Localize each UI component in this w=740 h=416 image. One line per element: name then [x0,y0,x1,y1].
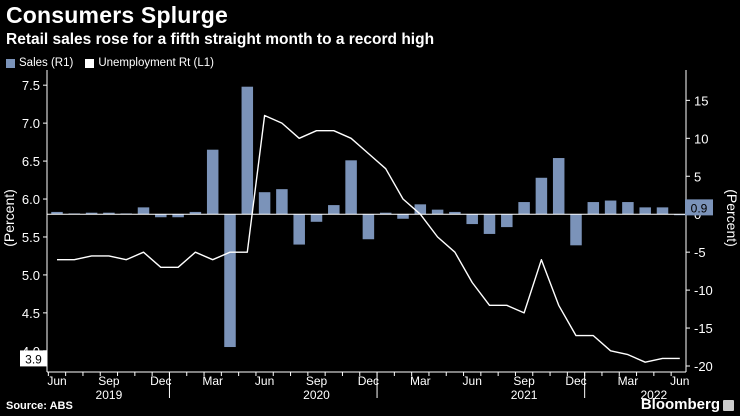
x-axis-month-label: Dec [565,374,586,388]
sales-bar [431,209,444,215]
sales-bar [137,207,150,215]
right-axis-tick-label: -20 [694,359,713,374]
legend-item-unemployment: Unemployment Rt (L1) [85,57,214,69]
x-axis-month-label: Jun [255,374,274,388]
last-value-right-label: 0.9 [691,201,708,215]
sales-bar [570,214,582,246]
sales-bar [656,207,669,215]
sales-bar [414,204,427,215]
sales-bar [362,214,375,240]
left-axis-tick-label: 6.0 [22,192,40,207]
chart-legend: Sales (R1) Unemployment Rt (L1) [6,57,214,69]
left-axis-tick-label: 7.5 [22,78,40,93]
sales-bar [449,211,461,215]
right-axis-tick-label: -15 [694,321,713,336]
unemployment-line [57,114,680,363]
right-axis-tick-label: 5 [694,169,701,184]
right-axis-tick-label: -5 [694,245,706,260]
sales-bar [85,212,98,215]
legend-swatch-unemployment [85,58,95,68]
sales-bar [276,189,288,215]
sales-bar [587,202,600,215]
sales-bar [103,212,115,215]
x-axis-month-label: Mar [202,374,223,388]
left-axis-tick-label: 5.5 [22,230,40,245]
legend-item-sales: Sales (R1) [6,57,73,69]
x-axis-month-label: Mar [410,374,431,388]
brand-icon [723,400,734,411]
sales-bar [397,214,409,219]
left-axis-tick-label: 7.0 [22,116,40,131]
legend-swatch-sales [6,58,15,68]
sales-bar [328,205,340,215]
sales-bar [310,214,323,222]
x-axis-year-label: 2021 [511,388,538,402]
sales-bar [293,214,305,245]
sales-bar [501,214,513,228]
x-axis-month-label: Mar [618,374,639,388]
brand-logo: Bloomberg [640,396,720,413]
left-axis-tick-label: 5.0 [22,268,40,283]
sales-bar [379,212,392,215]
x-axis-month-label: Dec [358,374,379,388]
sales-bar [224,214,236,348]
right-axis-tick-label: 10 [694,131,708,146]
source-note: Source: ABS [6,400,73,412]
sales-bar [604,200,617,215]
sales-bar [535,177,548,215]
x-axis-month-label: Jun [463,374,482,388]
last-value-right-box [685,199,713,216]
x-axis-month-label: Jun [670,374,689,388]
x-axis-year-label: 2022 [640,388,667,402]
right-axis-tick-label: -10 [694,283,713,298]
left-axis-tick-label: 6.5 [22,154,40,169]
left-axis-tick-label: 4.5 [22,306,40,321]
sales-bar [51,211,63,215]
last-value-left-label: 3.9 [25,352,42,366]
x-axis-month-label: Sep [513,374,535,388]
sales-bar [639,207,651,215]
right-axis-tick-label: 15 [694,93,708,108]
sales-bar [466,214,478,225]
x-axis-month-label: Jun [47,374,66,388]
sales-bar [189,211,202,215]
legend-label-sales: Sales (R1) [19,57,74,69]
x-axis-year-label: 2020 [303,388,330,402]
sales-bar [518,202,530,215]
sales-bar [206,149,219,215]
x-axis-month-label: Dec [150,374,171,388]
x-axis-year-label: 2019 [96,388,123,402]
left-axis-label: (Percent) [1,189,17,247]
x-axis-month-label: Sep [98,374,120,388]
sales-bar [552,158,565,215]
last-value-left-box [20,350,47,367]
x-axis-month-label: Sep [306,374,328,388]
sales-bar [483,214,496,234]
legend-label-unemployment: Unemployment Rt (L1) [98,57,215,69]
sales-bar [172,214,184,218]
chart-title: Consumers Splurge [6,2,228,28]
chart-subtitle: Retail sales rose for a fifth straight m… [6,31,435,48]
sales-bar [258,192,271,215]
right-axis-label: (Percent) [724,189,740,247]
sales-bar [622,202,634,215]
sales-bar [241,86,254,215]
sales-bar [155,214,167,218]
sales-bar [345,160,357,215]
